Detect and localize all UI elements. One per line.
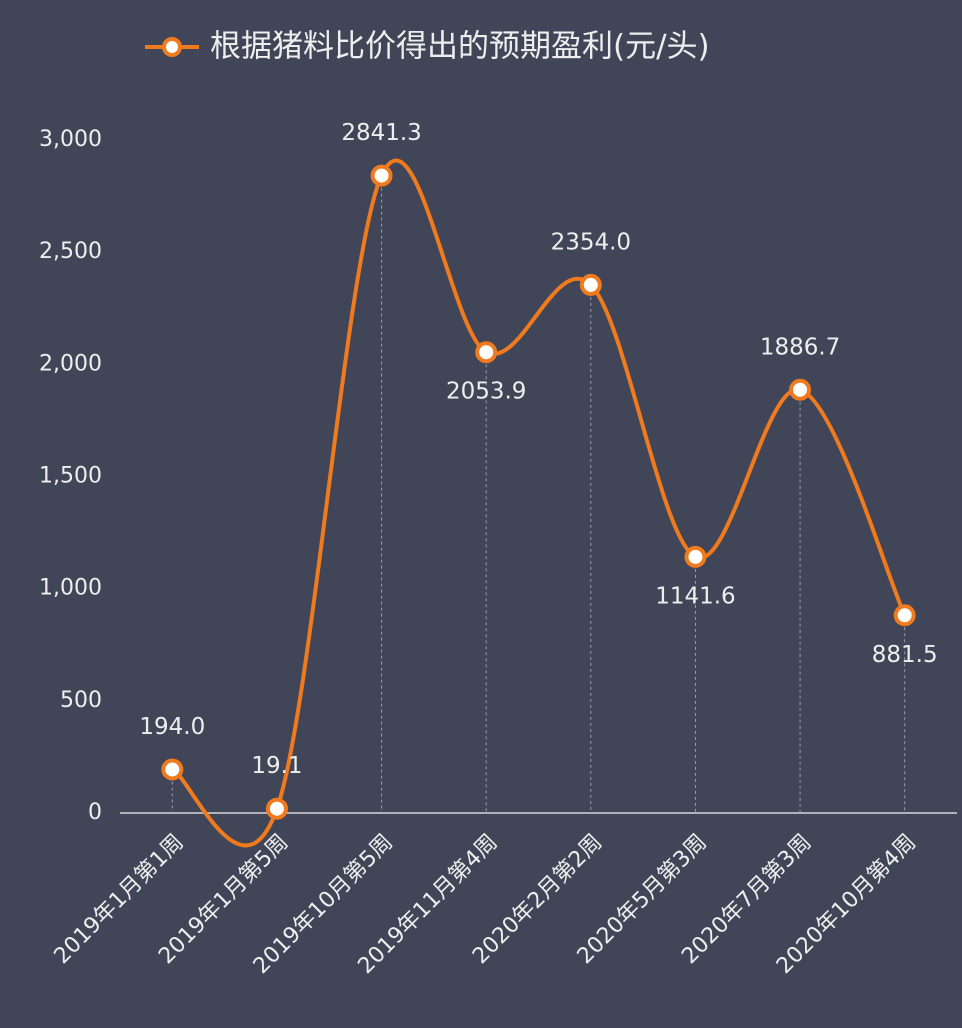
y-tick-label: 2,500 [39,239,102,264]
data-label: 2354.0 [551,229,631,255]
line [171,158,907,848]
point [684,545,707,568]
point [475,341,498,364]
data-label: 1141.6 [655,583,735,609]
point [789,378,812,401]
data-label: 881.5 [872,642,938,668]
data-label: 2841.3 [341,120,421,146]
y-tick-label: 1,500 [39,464,102,489]
y-tick-label: 0 [88,800,102,825]
data-label: 194.0 [139,714,205,740]
legend-marker [162,37,182,57]
y-tick-label: 500 [60,688,102,713]
legend-label: 根据猪料比价得出的预期盈利(元/头) [210,29,710,65]
point [579,273,602,296]
point [161,758,184,781]
data-label: 2053.9 [446,379,526,405]
data-label: 19.1 [251,753,302,779]
data-label: 1886.7 [760,334,840,360]
point [265,797,288,820]
point [370,164,393,187]
y-tick-label: 1,000 [39,576,102,601]
y-tick-label: 3,000 [39,127,102,152]
point [893,604,916,627]
y-tick-label: 2,000 [39,351,102,376]
